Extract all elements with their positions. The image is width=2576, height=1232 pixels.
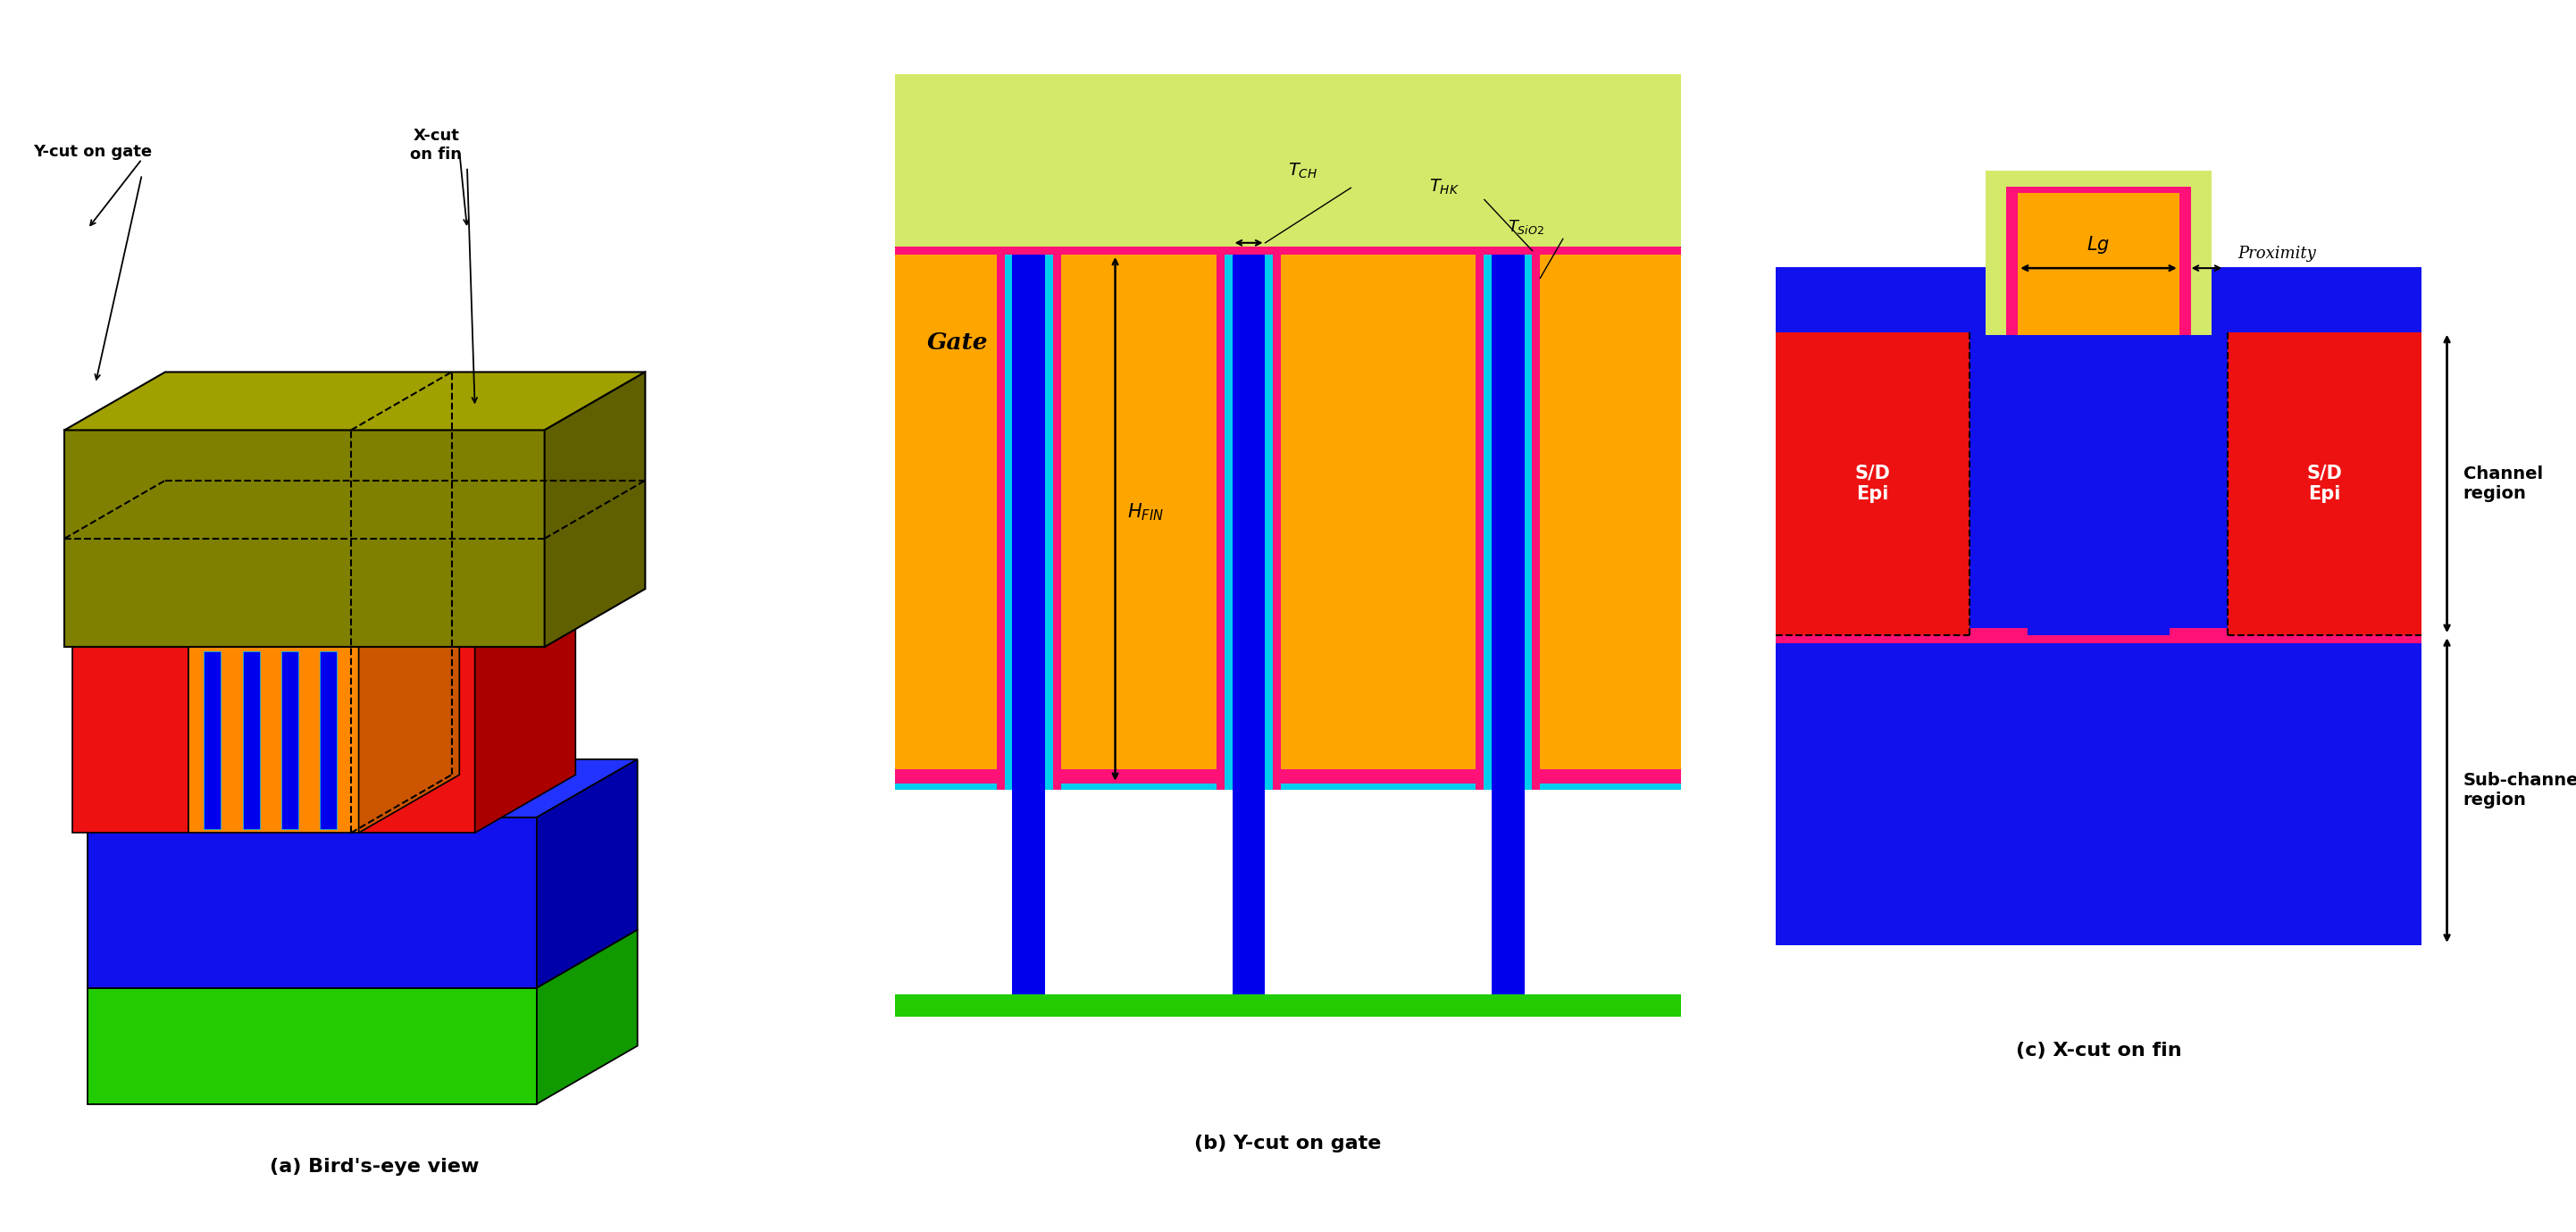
Text: $Lg$: $Lg$ — [2087, 234, 2110, 255]
Polygon shape — [474, 589, 574, 833]
Bar — [1492, 255, 1525, 1016]
Polygon shape — [72, 647, 188, 833]
Bar — [1492, 994, 1525, 1016]
Text: Channel
region: Channel region — [2463, 466, 2543, 501]
Bar — [896, 74, 1680, 246]
Bar — [896, 246, 1680, 255]
Bar — [2017, 193, 2179, 335]
Text: S/D
Epi: S/D Epi — [1855, 464, 1891, 503]
Polygon shape — [88, 817, 536, 988]
Bar — [1775, 627, 2421, 643]
Polygon shape — [88, 759, 636, 817]
Bar — [1231, 255, 1265, 1016]
Text: X-cut
on fin: X-cut on fin — [410, 128, 461, 163]
Bar — [896, 769, 1680, 784]
Bar — [281, 650, 299, 829]
Bar — [1005, 255, 1054, 790]
Polygon shape — [64, 430, 544, 647]
Text: Proximity: Proximity — [2239, 245, 2316, 261]
Polygon shape — [88, 930, 636, 988]
Text: $H_{FIN}$: $H_{FIN}$ — [1126, 501, 1164, 522]
Bar — [2009, 324, 2190, 335]
Polygon shape — [88, 988, 536, 1104]
Text: $T_{SiO2}$: $T_{SiO2}$ — [1507, 218, 1546, 235]
Bar — [2007, 187, 2190, 335]
Bar — [242, 650, 260, 829]
Bar — [204, 650, 222, 829]
Bar — [1012, 255, 1046, 1016]
Text: S/D
Epi: S/D Epi — [2306, 464, 2342, 503]
Bar — [896, 784, 1680, 790]
Polygon shape — [536, 759, 636, 988]
Text: (b) Y-cut on gate: (b) Y-cut on gate — [1195, 1135, 1381, 1152]
Bar — [1484, 255, 1533, 790]
Polygon shape — [64, 372, 644, 430]
Bar — [319, 650, 337, 829]
Bar — [1012, 994, 1046, 1016]
Bar — [2027, 333, 2169, 636]
Bar — [997, 255, 1061, 790]
Bar — [896, 790, 1680, 994]
Text: (a) Bird's-eye view: (a) Bird's-eye view — [270, 1158, 479, 1177]
Bar — [896, 255, 1680, 769]
Bar — [1216, 255, 1280, 790]
Bar — [1476, 255, 1540, 790]
Polygon shape — [358, 589, 459, 833]
Text: (c) X-cut on fin: (c) X-cut on fin — [2014, 1042, 2182, 1060]
Polygon shape — [358, 647, 474, 833]
Text: $T_{HK}$: $T_{HK}$ — [1430, 177, 1461, 196]
Polygon shape — [72, 589, 289, 647]
Text: Sub-channel
region: Sub-channel region — [2463, 772, 2576, 808]
Polygon shape — [544, 372, 644, 647]
Bar — [1224, 255, 1273, 790]
Polygon shape — [188, 589, 289, 833]
Bar — [1224, 255, 1273, 790]
Bar — [1492, 255, 1525, 1016]
Text: $T_{CH}$: $T_{CH}$ — [1288, 161, 1319, 181]
Polygon shape — [188, 647, 358, 833]
Bar — [896, 994, 1680, 1016]
Bar — [1775, 333, 1971, 636]
Polygon shape — [358, 589, 574, 647]
Polygon shape — [188, 589, 459, 647]
Bar — [1484, 255, 1533, 790]
Polygon shape — [536, 930, 636, 1104]
Bar — [2228, 333, 2421, 636]
Bar — [1005, 255, 1054, 790]
Bar — [1986, 168, 2210, 335]
Bar — [1231, 994, 1265, 1016]
Text: Y-cut on gate: Y-cut on gate — [33, 144, 152, 160]
Text: Gate: Gate — [927, 331, 987, 354]
Bar — [1775, 267, 2421, 945]
Bar — [1012, 255, 1046, 1016]
Bar — [1231, 255, 1265, 1016]
